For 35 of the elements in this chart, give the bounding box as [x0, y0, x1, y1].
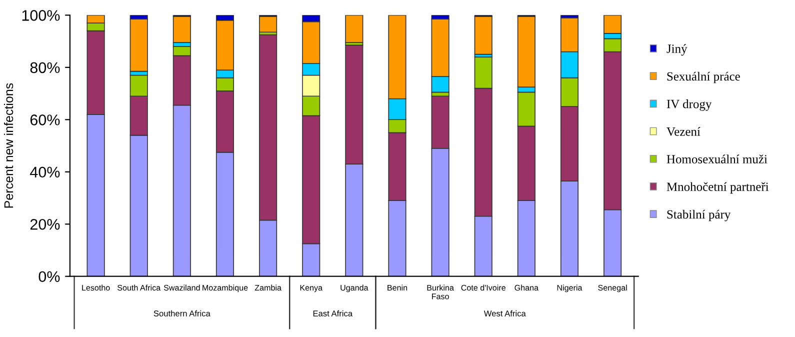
legend-label: Homosexuální muži	[666, 154, 768, 164]
legend-label: Sexuální práce	[667, 72, 740, 84]
x-tick-label: Zambia	[254, 284, 282, 291]
x-tick-label: Benin	[388, 284, 408, 291]
x-tick-label: Ghana	[514, 284, 539, 291]
x-tick-label: Uganda	[340, 284, 368, 292]
legend-label: Stabilní páry	[667, 210, 731, 222]
y-axis-title: Percent new infections	[4, 83, 14, 208]
legend-label: Mnohočetní partneři	[666, 182, 769, 194]
bar	[172, 16, 191, 44]
y-tick-label: 60%	[30, 114, 60, 126]
y-tick-label: 0%	[38, 271, 60, 282]
x-tick-label: Cote d'Ivoire	[461, 284, 506, 291]
text: Southern Africa	[154, 310, 210, 316]
bar	[259, 16, 278, 33]
x-tick-label: Nigeria	[557, 284, 582, 292]
text: East Africa	[313, 310, 353, 316]
x-tick-label: Mozambique	[202, 284, 248, 292]
x-tick-label: Burkina Faso	[427, 284, 454, 300]
legend-label: Jiný	[666, 44, 688, 56]
y-tick-label: 100%	[22, 10, 60, 21]
x-tick-label: Senegal	[598, 284, 627, 292]
legend-label: Vezení	[666, 127, 700, 136]
y-tick-label: 20%	[30, 218, 60, 230]
bar	[474, 16, 492, 55]
legend-label: IV drogy	[666, 99, 712, 111]
x-tick-label: Kenya	[300, 284, 323, 292]
x-tick-label: Lesotho	[82, 284, 110, 291]
x-tick-label: South Africa	[118, 284, 161, 291]
bar	[130, 18, 148, 72]
bar	[345, 15, 364, 44]
y-tick-label: 40%	[30, 166, 60, 178]
text: West Africa	[484, 310, 526, 316]
y-tick-label: 80%	[30, 62, 60, 74]
x-tick-label: Swaziland	[164, 284, 200, 291]
